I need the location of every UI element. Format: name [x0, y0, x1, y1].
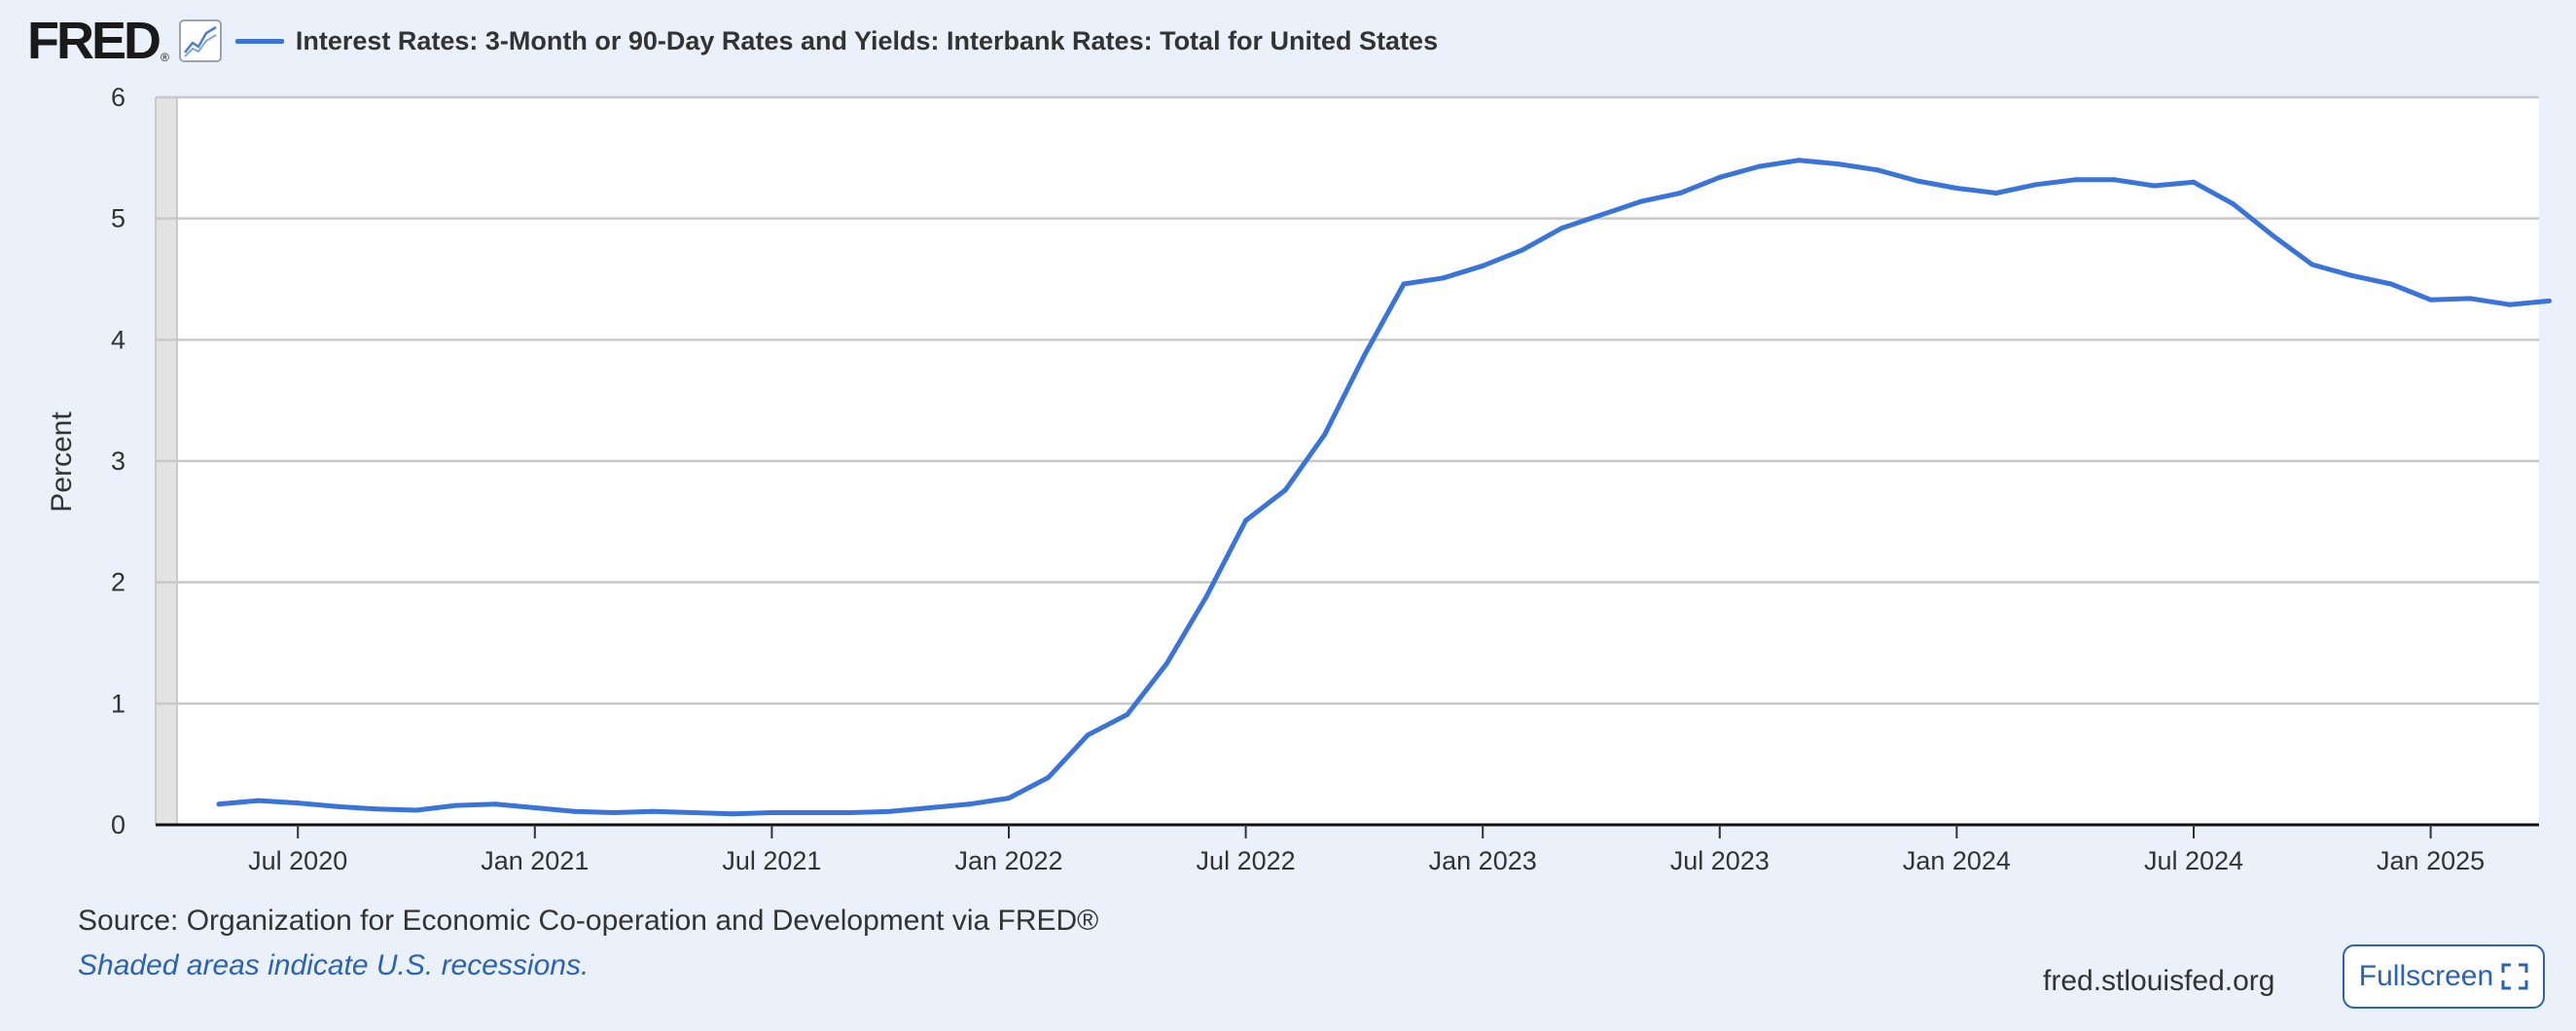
data-point [374, 806, 379, 812]
data-point [848, 810, 854, 815]
line-chart-icon[interactable] [178, 19, 222, 62]
data-point [571, 808, 577, 814]
site-url[interactable]: fred.stlouisfed.org [2043, 965, 2275, 997]
data-series [216, 158, 2552, 817]
data-point [1441, 275, 1447, 281]
y-axis-label: Percent [46, 411, 78, 513]
data-point [2309, 262, 2315, 267]
fullscreen-label: Fullscreen [2358, 960, 2494, 992]
data-point [295, 800, 301, 806]
data-point [1006, 796, 1012, 801]
y-tick-label: 1 [111, 689, 125, 718]
source-note: Source: Organization for Economic Co-ope… [78, 905, 1099, 937]
data-point [2428, 297, 2434, 302]
line-chart[interactable]: 0 1 2 3 4 5 6 Jul 2020 Jan 2021 Jul 2021 Jan 2022… [0, 0, 2576, 875]
data-point [2191, 179, 2197, 185]
data-point [1401, 281, 1407, 287]
data-point [1046, 774, 1052, 780]
data-point [453, 802, 459, 808]
fred-logo[interactable]: FRED [27, 12, 161, 70]
data-point [1282, 487, 1288, 493]
data-point [1875, 167, 1880, 173]
data-point [966, 801, 972, 807]
data-point [2467, 296, 2473, 302]
data-point [1322, 432, 1328, 438]
fullscreen-button[interactable]: Fullscreen [2343, 944, 2545, 1009]
data-point [651, 808, 657, 814]
data-point [2112, 177, 2118, 183]
x-tick-label: Jul 2024 [2144, 846, 2243, 875]
legend-swatch [234, 38, 284, 44]
data-point [2072, 177, 2078, 183]
data-point [1480, 263, 1485, 268]
x-axis: Jul 2020 Jan 2021 Jul 2021 Jan 2022 Jul 2022… [156, 823, 2539, 875]
x-tick-label: Jan 2025 [2377, 846, 2485, 875]
x-tick-label: Jan 2023 [1429, 846, 1537, 875]
data-point [1638, 198, 1644, 204]
data-point [1598, 212, 1604, 218]
gridlines [156, 95, 2539, 705]
data-point [690, 810, 696, 815]
recession-note: Shaded areas indicate U.S. recessions. [78, 949, 590, 981]
data-point [1085, 732, 1091, 738]
data-point [2388, 281, 2394, 287]
data-point [1558, 226, 1564, 231]
data-point [1125, 712, 1130, 718]
data-point [1796, 158, 1802, 163]
data-point [1993, 191, 1999, 196]
y-tick-label: 5 [111, 204, 125, 233]
x-tick-label: Jul 2022 [1197, 846, 1296, 875]
data-point [532, 805, 538, 810]
data-point [887, 808, 893, 814]
x-tick-label: Jul 2020 [248, 846, 347, 875]
data-point [256, 798, 262, 803]
data-point [492, 801, 498, 807]
data-point [1520, 247, 1525, 253]
data-point [1677, 191, 1683, 196]
data-point [611, 810, 617, 815]
data-point [2507, 302, 2513, 307]
data-point [1717, 174, 1723, 180]
data-point [1361, 353, 1367, 358]
data-point [769, 810, 774, 815]
chart-header: FRED ® Interest Rates: 3-Month or 90-Day… [27, 14, 1438, 68]
data-point [2151, 183, 2157, 189]
data-point [1756, 163, 1762, 169]
data-point [1243, 517, 1249, 523]
y-tick-label: 2 [111, 568, 125, 597]
data-point [1163, 660, 1169, 666]
data-point [1914, 178, 1920, 184]
data-point [413, 807, 419, 813]
data-point [335, 803, 340, 809]
y-tick-label: 6 [111, 83, 125, 112]
chart-legend: Interest Rates: 3-Month or 90-Day Rates … [234, 25, 1439, 56]
y-axis: 0 1 2 3 4 5 6 [111, 83, 157, 839]
data-point [2270, 232, 2275, 238]
series-title[interactable]: Interest Rates: 3-Month or 90-Day Rates … [295, 25, 1439, 55]
x-tick-label: Jul 2023 [1670, 846, 1770, 875]
data-point [2231, 201, 2236, 207]
y-tick-label: 0 [111, 810, 125, 839]
data-point [1203, 594, 1209, 600]
y-tick-label: 3 [111, 446, 125, 476]
y-tick-label: 4 [111, 325, 125, 354]
series-line [216, 158, 2552, 817]
data-point [2348, 272, 2354, 278]
data-point [730, 811, 735, 817]
expand-icon [2501, 963, 2528, 990]
data-point [2033, 182, 2039, 188]
data-point [216, 801, 222, 807]
data-point [1836, 161, 1842, 167]
data-point [2546, 298, 2552, 303]
data-point [1953, 186, 1959, 191]
x-tick-label: Jul 2021 [722, 846, 821, 875]
data-point [808, 810, 814, 815]
x-tick-label: Jan 2021 [481, 846, 589, 875]
x-tick-label: Jan 2024 [1903, 846, 2011, 875]
fred-logo-registered-mark: ® [161, 51, 169, 64]
data-point [927, 805, 933, 810]
x-tick-label: Jan 2022 [954, 846, 1062, 875]
